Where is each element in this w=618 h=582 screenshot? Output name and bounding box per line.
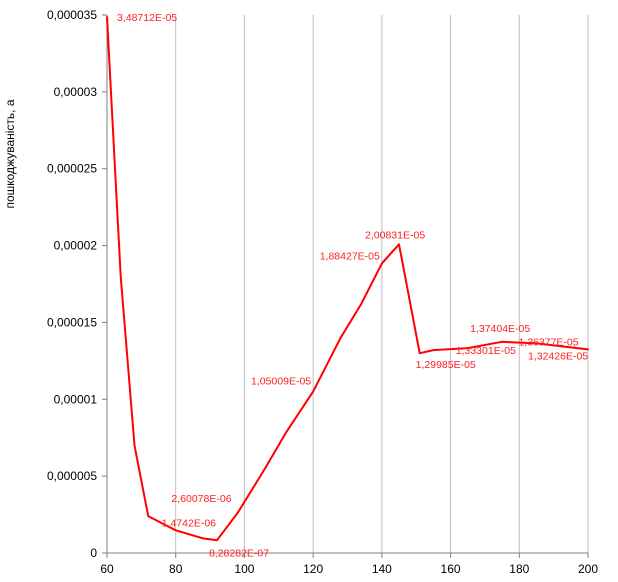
series-layer [106,16,589,542]
data-label: 1,36377E-05 [518,336,578,348]
data-labels: 3,48712E-05 1,4742E-06 8,28282E-07 2,60078E… [117,12,588,559]
y-tick-label: 0,000005 [47,469,97,483]
x-tick-label: 200 [578,562,598,576]
x-tick-label: 100 [234,562,254,576]
y-tick-label: 0,00001 [54,392,98,406]
data-label: 3,48712E-05 [117,12,177,24]
x-tick-label: 140 [372,562,392,576]
data-label: 1,4742E-06 [162,517,216,529]
data-label: 1,37404E-05 [470,323,530,335]
x-tick-label: 160 [441,562,461,576]
x-tick-label: 80 [169,562,183,576]
y-tick-label: 0,000035 [47,8,97,22]
data-label: 1,88427E-05 [320,250,380,262]
grid [175,15,589,553]
data-label: 2,60078E-06 [171,493,231,505]
y-tick-label: 0,000025 [47,162,97,176]
data-label: 2,00831E-05 [365,229,425,241]
data-label: 1,29985E-05 [416,359,476,371]
y-tick-label: 0 [90,546,97,560]
axes [106,15,588,554]
y-axis-title: пошкоджуваність, а [3,99,17,208]
data-label: 1,33301E-05 [456,345,516,357]
series-line [106,16,589,542]
x-tick-label: 60 [100,562,114,576]
y-tick-label: 0,00003 [54,85,98,99]
data-label: 8,28282E-07 [209,547,269,559]
y-tick-label: 0,00002 [54,239,98,253]
x-tick-label: 180 [509,562,529,576]
data-label: 1,32426E-05 [528,350,588,362]
y-tick-label: 0,000015 [47,315,97,329]
tick-labels: 0 0,000005 0,00001 0,000015 0,00002 0,000025 0… [47,8,598,576]
x-tick-label: 120 [303,562,323,576]
data-label: 1,05009E-05 [251,376,311,388]
